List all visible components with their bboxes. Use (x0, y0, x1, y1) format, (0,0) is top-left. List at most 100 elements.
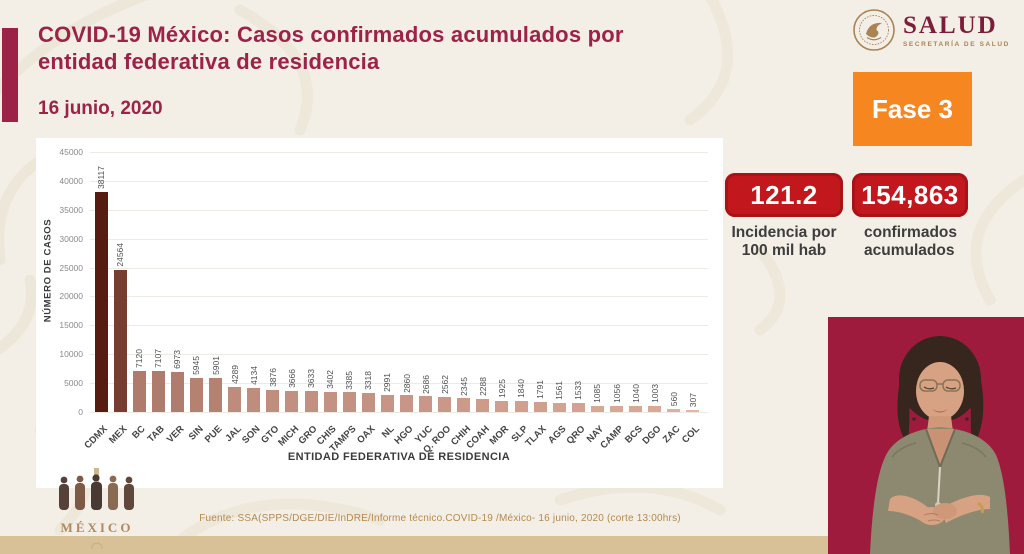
bar-value-label: 1840 (516, 379, 527, 399)
plot-area: 0 5000 10000 15000 20000 25000 30000 35000 40000… (59, 147, 708, 417)
incidence-label-line2: 100 mil hab (741, 242, 827, 260)
x-tick: ZAC (661, 414, 683, 456)
grid-line (90, 383, 708, 385)
x-tick-label: VER (164, 423, 187, 446)
mexico-wordmark: MÉXICO (60, 520, 134, 535)
x-tick: DGO (641, 414, 664, 456)
bar-value-label: 1085 (592, 383, 603, 403)
bar-value-label: 5945 (191, 355, 202, 375)
bar-value-label: 1003 (649, 384, 660, 404)
bar-column: 2345 (457, 377, 471, 412)
grid-line (90, 412, 708, 413)
y-tick-label: 30000 (59, 233, 83, 244)
title-line-1: COVID-19 México: Casos confirmados acumu… (38, 22, 624, 47)
confirmed-label-line2: acumulados (864, 242, 955, 260)
salud-seal-icon (853, 9, 895, 51)
bar-column: 1840 (514, 379, 528, 412)
bar-value-label: 2686 (420, 374, 431, 394)
x-tick: CDMX (82, 414, 110, 456)
x-tick: SON (240, 414, 262, 456)
bar (228, 387, 242, 412)
bar (132, 370, 146, 412)
incidence-label-line1: Incidencia por (731, 224, 837, 241)
bar (648, 406, 662, 412)
bar (361, 392, 375, 412)
x-tick: VER (165, 414, 187, 456)
phase-badge: Fase 3 (853, 72, 972, 146)
bar-value-label: 3318 (363, 370, 374, 390)
bar-value-label: 6973 (172, 349, 183, 369)
x-tick-label: CDMX (82, 423, 110, 452)
y-tick-label: 15000 (59, 320, 83, 331)
x-tick: SLP (509, 414, 530, 456)
bar-column: 2562 (438, 375, 452, 412)
bar-value-label: 307 (687, 393, 698, 408)
x-tick-label: MEX (106, 423, 129, 446)
bar-value-label: 7107 (153, 349, 164, 368)
x-tick: Q. ROO (422, 414, 454, 456)
bar-value-label: 560 (668, 391, 679, 406)
grid-line (90, 354, 708, 356)
bar (438, 397, 452, 412)
y-tick-label: 25000 (59, 262, 83, 273)
bar-value-label: 2860 (401, 373, 412, 393)
historical-figures-icon (59, 467, 134, 510)
x-tick-label: HGO (392, 423, 416, 447)
bar-value-label: 5901 (210, 355, 221, 375)
x-tick: TLAX (524, 414, 549, 456)
grid-line (90, 152, 708, 153)
bar-column: 4134 (247, 366, 261, 412)
bar-column: 1533 (571, 381, 585, 412)
x-tick: TAB (146, 414, 167, 456)
bar-column: 3666 (285, 369, 299, 412)
bar-value-label: 2288 (477, 376, 488, 396)
x-tick-label: SON (240, 423, 263, 446)
y-axis-title: NÚMERO DE CASOS (42, 218, 54, 323)
bar-value-label: 2345 (458, 376, 469, 396)
bar (495, 400, 509, 412)
bar-column: 3402 (323, 370, 337, 412)
grid-line (90, 238, 708, 240)
x-tick: MEX (107, 414, 129, 456)
bar (686, 410, 700, 412)
confirmed-value-badge: 154,863 (852, 173, 968, 217)
bar-value-label: 2562 (439, 375, 450, 395)
incidence-label: Incidencia por 100 mil hab (725, 224, 843, 261)
bar (247, 388, 261, 412)
x-tick: BC (131, 414, 148, 456)
bar-value-label: 1056 (611, 383, 622, 403)
y-tick-label: 40000 (59, 175, 83, 186)
bar (457, 398, 471, 412)
bar (629, 406, 643, 412)
bar-column: 24564 (113, 243, 127, 412)
bar-column: 1040 (629, 384, 643, 412)
x-tick: TAMPS (327, 414, 358, 456)
bar-value-label: 38117 (96, 165, 106, 189)
x-tick-label: PUE (202, 423, 225, 446)
bar (514, 401, 528, 412)
grid-line (90, 180, 708, 182)
bar (189, 377, 203, 412)
x-tick: GTO (260, 414, 282, 456)
bar (667, 408, 681, 412)
bar-value-label: 4289 (229, 365, 240, 385)
x-tick-label: COL (679, 423, 702, 446)
bar-value-label: 7120 (134, 348, 145, 368)
y-tick-label: 20000 (59, 291, 83, 302)
x-tick: PUE (203, 414, 225, 456)
bar (552, 402, 566, 412)
bar (342, 392, 356, 412)
x-tick: MICH (276, 414, 301, 456)
bar (209, 377, 223, 412)
x-tick-label: DGO (640, 423, 664, 447)
bar (533, 401, 547, 412)
y-tick-label: 5000 (64, 378, 83, 389)
grid-line (90, 325, 708, 327)
bar-value-label: 24564 (115, 243, 126, 268)
gobierno-mexico-logo: MÉXICO (42, 467, 152, 554)
bar (400, 395, 413, 412)
bars-group: 38117 24564 7120 7107 6973 5945 5901 4289 4134 38… (94, 152, 700, 412)
x-tick-label: BCS (622, 423, 645, 446)
bar-column: 2860 (400, 374, 414, 412)
bar (94, 191, 108, 412)
